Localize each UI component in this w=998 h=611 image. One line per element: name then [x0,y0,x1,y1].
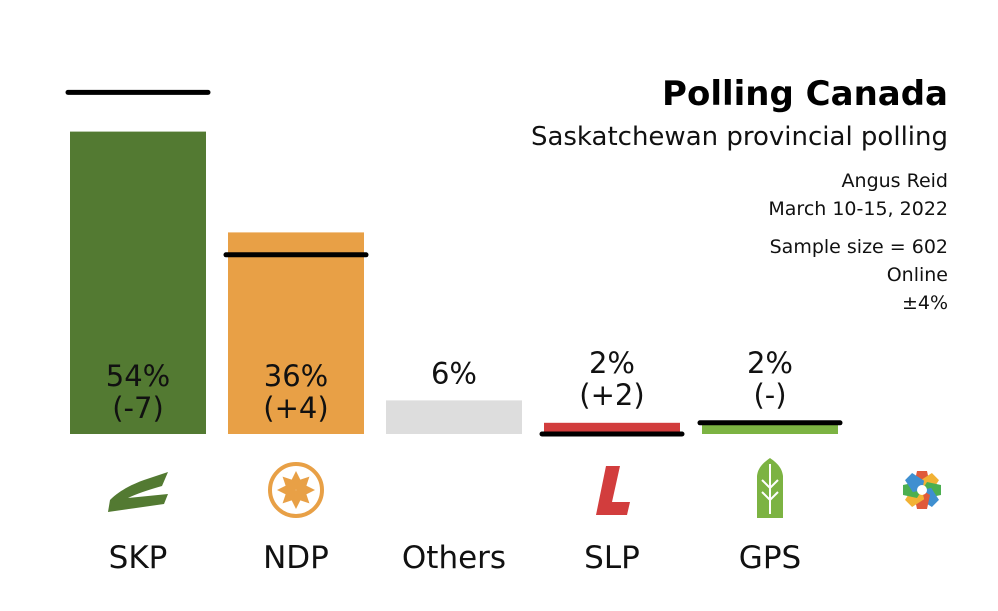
value-label-gps: 2% [747,346,793,380]
category-label-slp: SLP [584,540,640,576]
value-label-skp: 54% [106,359,170,393]
poll-dates: March 10-15, 2022 [768,198,948,220]
bar-others [386,400,522,434]
poll-method: Online [886,264,948,286]
sample-size: Sample size = 602 [769,236,948,258]
change-label-ndp: (+4) [263,391,328,425]
chart-title: Polling Canada [662,74,948,114]
bar-ndp [228,232,364,434]
ndp-party-icon [268,462,324,518]
category-label-skp: SKP [109,540,168,576]
skp-party-icon [108,472,168,512]
slp-party-icon [596,466,630,515]
category-label-ndp: NDP [263,540,329,576]
bar-slp [544,422,680,434]
bar-gps [702,422,838,434]
category-label-gps: GPS [739,540,801,576]
bar-skp [70,131,206,434]
change-label-gps: (-) [753,378,786,412]
value-label-others: 6% [431,356,477,390]
margin-of-error: ±4% [901,292,948,314]
polling-canada-logo-icon [903,471,941,509]
change-label-skp: (-7) [112,391,164,425]
chart-subtitle: Saskatchewan provincial polling [530,122,948,152]
change-label-slp: (+2) [579,378,644,412]
value-label-slp: 2% [589,346,635,380]
pollster-label: Angus Reid [841,170,948,192]
value-label-ndp: 36% [264,359,328,393]
gps-party-icon [757,458,783,518]
category-label-others: Others [402,540,506,576]
